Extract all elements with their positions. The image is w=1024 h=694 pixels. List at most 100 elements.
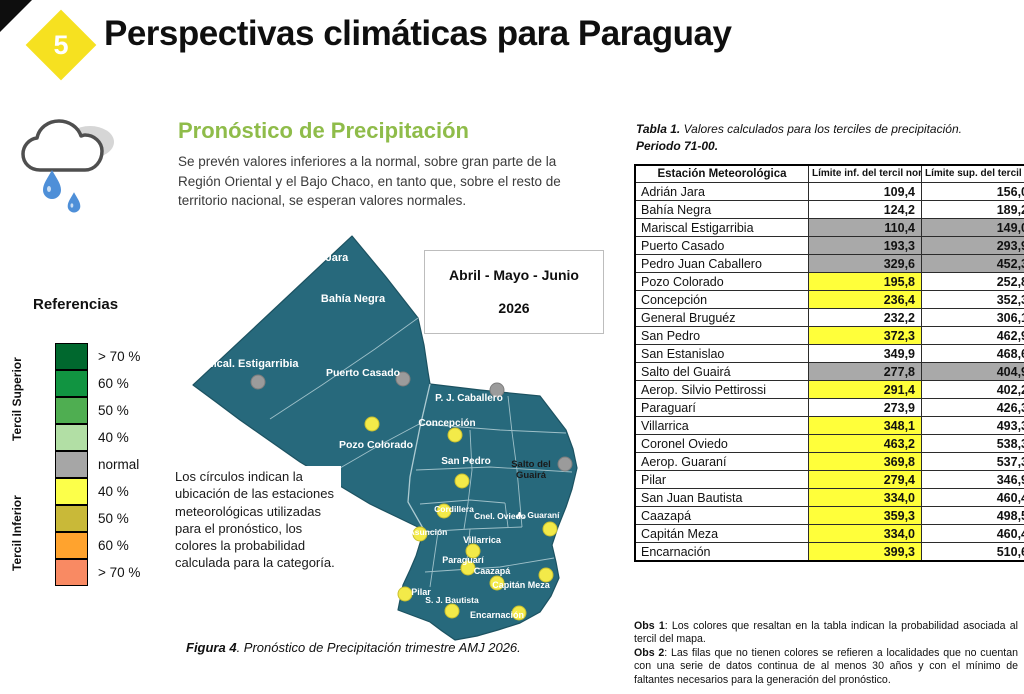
legend-value-label: > 70 % xyxy=(98,565,141,580)
legend-row: > 70 % xyxy=(55,559,140,586)
sup-limit-cell: 537,3 xyxy=(921,452,1024,471)
legend-row: 50 % xyxy=(55,397,140,424)
legend-value-label: 60 % xyxy=(98,538,129,553)
legend-color-swatch xyxy=(55,424,88,451)
sup-limit-cell: 460,4 xyxy=(921,488,1024,507)
figure-caption-text: . Pronóstico de Precipitación trimestre … xyxy=(236,640,521,655)
sup-limit-cell: 510,6 xyxy=(921,542,1024,562)
legend-row: normal xyxy=(55,451,140,478)
map-place-label: Cnel. Oviedo xyxy=(474,511,526,521)
table-header-row: Estación Meteorológica Límite inf. del t… xyxy=(634,164,1024,183)
map-place-label: Bahía Negra xyxy=(321,293,386,305)
station-name-cell: Pedro Juan Caballero xyxy=(634,254,809,273)
legend-color-swatch xyxy=(55,505,88,532)
legend-row: > 70 % xyxy=(55,343,140,370)
legend-row: 50 % xyxy=(55,505,140,532)
map-place-label: Mcal. Estigarribia xyxy=(207,358,299,370)
table-title: Tabla 1. Valores calculados para los ter… xyxy=(636,121,1014,156)
forecast-text: Se prevén valores inferiores a la normal… xyxy=(178,154,561,209)
legend-value-label: 50 % xyxy=(98,511,129,526)
station-name-cell: Mariscal Estigarribia xyxy=(634,218,809,237)
sup-limit-cell: 346,9 xyxy=(921,470,1024,489)
station-table: Estación Meteorológica Límite inf. del t… xyxy=(634,164,1024,562)
inf-limit-cell: 195,8 xyxy=(808,272,922,291)
map-place-label: Concepción xyxy=(418,418,475,429)
sup-limit-cell: 306,1 xyxy=(921,308,1024,327)
map-place-label: Paraguarí xyxy=(442,555,484,565)
forecast-period-box: Abril - Mayo - Junio 2026 xyxy=(424,250,604,334)
map-place-label: Cordillera xyxy=(434,504,474,514)
paraguay-country-shape xyxy=(192,235,578,641)
period-year: 2026 xyxy=(498,300,530,316)
slide-number: 5 xyxy=(53,29,69,60)
sup-limit-cell: 462,9 xyxy=(921,326,1024,345)
inf-limit-cell: 399,3 xyxy=(808,542,922,562)
station-dot-yellow xyxy=(454,473,470,489)
cloud-front-shape xyxy=(21,119,104,172)
map-place-label: Capitán Meza xyxy=(492,580,551,590)
map-place-label: Puerto Casado xyxy=(326,367,400,379)
legend-row: 40 % xyxy=(55,478,140,505)
legend-value-label: 60 % xyxy=(98,376,129,391)
inf-limit-cell: 359,3 xyxy=(808,506,922,525)
station-name-cell: Salto del Guairá xyxy=(634,362,809,381)
map-place-label: Caazapá xyxy=(474,566,512,576)
legend-value-label: normal xyxy=(98,457,140,472)
inf-limit-cell: 329,6 xyxy=(808,254,922,273)
map-place-label: Asunción xyxy=(409,527,448,537)
station-name-cell: General Bruguéz xyxy=(634,308,809,327)
sup-limit-cell: 149,0 xyxy=(921,218,1024,237)
observation-note: Obs 1: Los colores que resaltan en la ta… xyxy=(634,620,1018,646)
department-boundary-lines xyxy=(269,317,573,588)
legend-upper-tercile-label: Tercil Superior xyxy=(10,357,24,441)
station-dot-yellow xyxy=(489,575,505,591)
paraguay-river-line xyxy=(407,383,431,531)
station-dot-gray xyxy=(395,371,411,387)
inf-limit-cell: 236,4 xyxy=(808,290,922,309)
legend-row: 40 % xyxy=(55,424,140,451)
station-name-cell: Villarrica xyxy=(634,416,809,435)
station-name-cell: Caazapá xyxy=(634,506,809,525)
rain-cloud-icon xyxy=(21,119,114,213)
sup-limit-cell: 404,9 xyxy=(921,362,1024,381)
sup-limit-cell: 493,3 xyxy=(921,416,1024,435)
paraguay-map: Adrián Jara Bahía Negra Mcal. Estigarribia… xyxy=(192,235,578,641)
station-dot-yellow xyxy=(460,560,476,576)
inf-limit-cell: 277,8 xyxy=(808,362,922,381)
inf-limit-cell: 232,2 xyxy=(808,308,922,327)
map-place-label: Salto del Guairá xyxy=(511,459,551,481)
sup-limit-cell: 538,3 xyxy=(921,434,1024,453)
map-place-label: San Pedro xyxy=(441,456,490,467)
station-dot-yellow xyxy=(436,503,452,519)
inf-limit-cell: 124,2 xyxy=(808,200,922,219)
inf-limit-cell: 349,9 xyxy=(808,344,922,363)
section-heading: Pronóstico de Precipitación xyxy=(178,118,469,143)
station-dot-yellow xyxy=(538,567,554,583)
table-title-text: Valores calculados para los terciles de … xyxy=(680,122,962,136)
map-place-label: Villarrica xyxy=(463,535,502,545)
station-dot-yellow xyxy=(465,543,481,559)
legend-lower-tercile-label: Tercil Inferior xyxy=(10,495,24,571)
legend-value-label: 40 % xyxy=(98,430,129,445)
map-note: Los círculos indican la ubicación de las… xyxy=(173,466,341,574)
station-name-cell: Pilar xyxy=(634,470,809,489)
sup-limit-cell: 189,2 xyxy=(921,200,1024,219)
corner-decoration xyxy=(0,0,32,32)
legend-row: 60 % xyxy=(55,532,140,559)
